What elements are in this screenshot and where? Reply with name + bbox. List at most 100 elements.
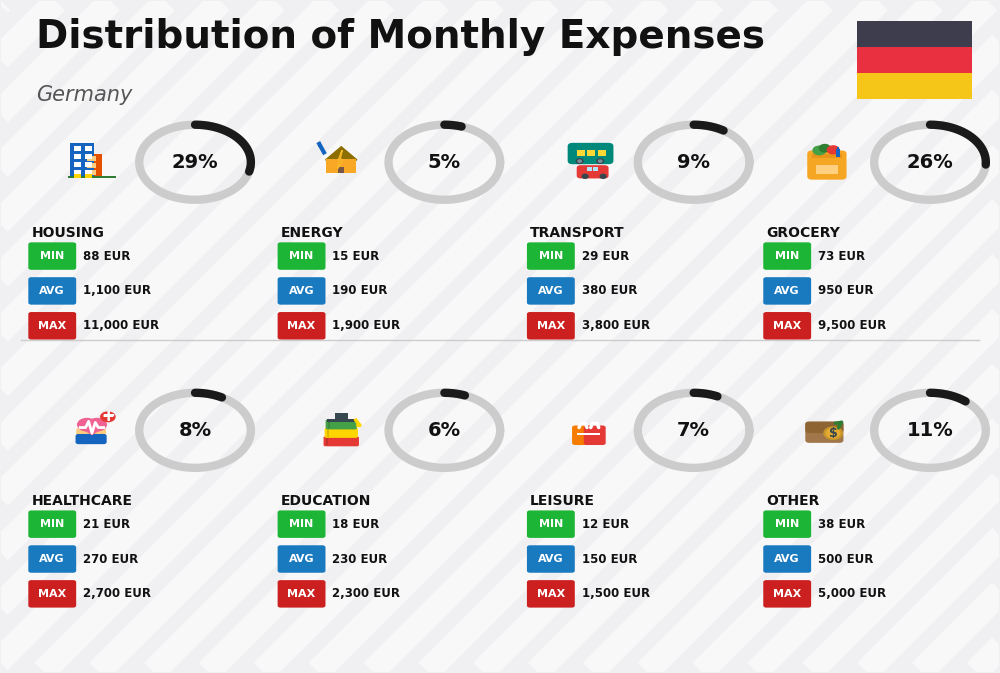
Text: 6%: 6% <box>428 421 461 440</box>
FancyBboxPatch shape <box>85 154 92 159</box>
Text: 500 EUR: 500 EUR <box>818 553 873 565</box>
FancyBboxPatch shape <box>857 47 972 73</box>
FancyBboxPatch shape <box>85 154 102 178</box>
FancyBboxPatch shape <box>584 425 606 445</box>
Text: 1,100 EUR: 1,100 EUR <box>83 285 151 297</box>
FancyBboxPatch shape <box>836 149 840 157</box>
FancyBboxPatch shape <box>326 419 357 429</box>
FancyBboxPatch shape <box>598 150 606 156</box>
FancyBboxPatch shape <box>324 436 359 446</box>
FancyBboxPatch shape <box>70 143 94 178</box>
Text: EDUCATION: EDUCATION <box>281 494 371 508</box>
Circle shape <box>827 146 839 154</box>
FancyBboxPatch shape <box>85 170 92 175</box>
Text: MIN: MIN <box>775 251 799 261</box>
Circle shape <box>813 146 826 155</box>
FancyBboxPatch shape <box>812 155 842 158</box>
Text: MAX: MAX <box>38 321 66 330</box>
Text: 73 EUR: 73 EUR <box>818 250 865 262</box>
Text: 5%: 5% <box>428 153 461 172</box>
FancyBboxPatch shape <box>587 150 595 156</box>
Text: MAX: MAX <box>537 321 565 330</box>
FancyBboxPatch shape <box>327 419 356 422</box>
Polygon shape <box>338 151 342 168</box>
FancyBboxPatch shape <box>837 147 839 149</box>
FancyBboxPatch shape <box>572 425 594 445</box>
Text: ENERGY: ENERGY <box>281 226 343 240</box>
FancyBboxPatch shape <box>278 242 325 270</box>
Text: HEALTHCARE: HEALTHCARE <box>31 494 132 508</box>
Circle shape <box>600 174 606 178</box>
Text: MAX: MAX <box>773 321 801 330</box>
FancyBboxPatch shape <box>816 165 838 174</box>
FancyBboxPatch shape <box>527 277 575 305</box>
FancyBboxPatch shape <box>74 170 81 175</box>
Text: TRANSPORT: TRANSPORT <box>530 226 625 240</box>
Text: AVG: AVG <box>538 554 564 564</box>
FancyBboxPatch shape <box>74 146 81 151</box>
FancyBboxPatch shape <box>335 413 348 419</box>
Polygon shape <box>338 151 342 168</box>
Text: 11,000 EUR: 11,000 EUR <box>83 319 159 332</box>
Text: 5,000 EUR: 5,000 EUR <box>818 588 886 600</box>
Text: 29%: 29% <box>172 153 218 172</box>
Circle shape <box>357 424 361 427</box>
FancyBboxPatch shape <box>805 421 843 433</box>
Text: AVG: AVG <box>538 286 564 296</box>
FancyBboxPatch shape <box>577 165 609 178</box>
Circle shape <box>824 427 842 439</box>
Text: 2,300 EUR: 2,300 EUR <box>332 588 400 600</box>
FancyBboxPatch shape <box>763 242 811 270</box>
FancyBboxPatch shape <box>278 580 325 608</box>
Text: 190 EUR: 190 EUR <box>332 285 388 297</box>
Circle shape <box>88 419 106 431</box>
Text: +: + <box>101 409 114 424</box>
Text: MIN: MIN <box>289 251 314 261</box>
Text: MAX: MAX <box>773 589 801 599</box>
Text: 8%: 8% <box>178 421 212 440</box>
FancyBboxPatch shape <box>338 167 344 173</box>
Text: 7%: 7% <box>677 421 710 440</box>
FancyBboxPatch shape <box>85 146 92 151</box>
FancyBboxPatch shape <box>28 510 76 538</box>
Text: HOUSING: HOUSING <box>31 226 104 240</box>
FancyBboxPatch shape <box>326 437 328 445</box>
Text: LEISURE: LEISURE <box>530 494 595 508</box>
FancyBboxPatch shape <box>76 434 107 444</box>
FancyBboxPatch shape <box>593 167 598 171</box>
FancyBboxPatch shape <box>763 312 811 339</box>
Text: AVG: AVG <box>774 554 800 564</box>
Text: Germany: Germany <box>36 85 133 105</box>
FancyBboxPatch shape <box>805 422 843 443</box>
FancyBboxPatch shape <box>278 277 325 305</box>
FancyBboxPatch shape <box>527 545 575 573</box>
FancyBboxPatch shape <box>763 545 811 573</box>
FancyBboxPatch shape <box>328 421 330 428</box>
Text: 3,800 EUR: 3,800 EUR <box>582 319 650 332</box>
Text: 1,900 EUR: 1,900 EUR <box>332 319 401 332</box>
Text: MAX: MAX <box>287 589 316 599</box>
Text: OTHER: OTHER <box>766 494 820 508</box>
Text: 380 EUR: 380 EUR <box>582 285 637 297</box>
FancyBboxPatch shape <box>325 428 358 438</box>
Text: $: $ <box>829 427 838 439</box>
Text: AVG: AVG <box>774 286 800 296</box>
Text: MAX: MAX <box>38 589 66 599</box>
FancyBboxPatch shape <box>527 242 575 270</box>
Circle shape <box>101 412 115 421</box>
Circle shape <box>597 159 604 164</box>
Text: MIN: MIN <box>40 519 64 529</box>
Text: AVG: AVG <box>39 286 65 296</box>
FancyBboxPatch shape <box>278 545 325 573</box>
Text: 9,500 EUR: 9,500 EUR <box>818 319 886 332</box>
Text: MAX: MAX <box>287 321 316 330</box>
Text: 9%: 9% <box>677 153 710 172</box>
FancyBboxPatch shape <box>763 510 811 538</box>
FancyBboxPatch shape <box>586 166 600 171</box>
FancyBboxPatch shape <box>577 433 589 435</box>
FancyBboxPatch shape <box>527 580 575 608</box>
FancyBboxPatch shape <box>763 277 811 305</box>
Text: MIN: MIN <box>775 519 799 529</box>
FancyBboxPatch shape <box>807 151 847 180</box>
FancyBboxPatch shape <box>278 510 325 538</box>
